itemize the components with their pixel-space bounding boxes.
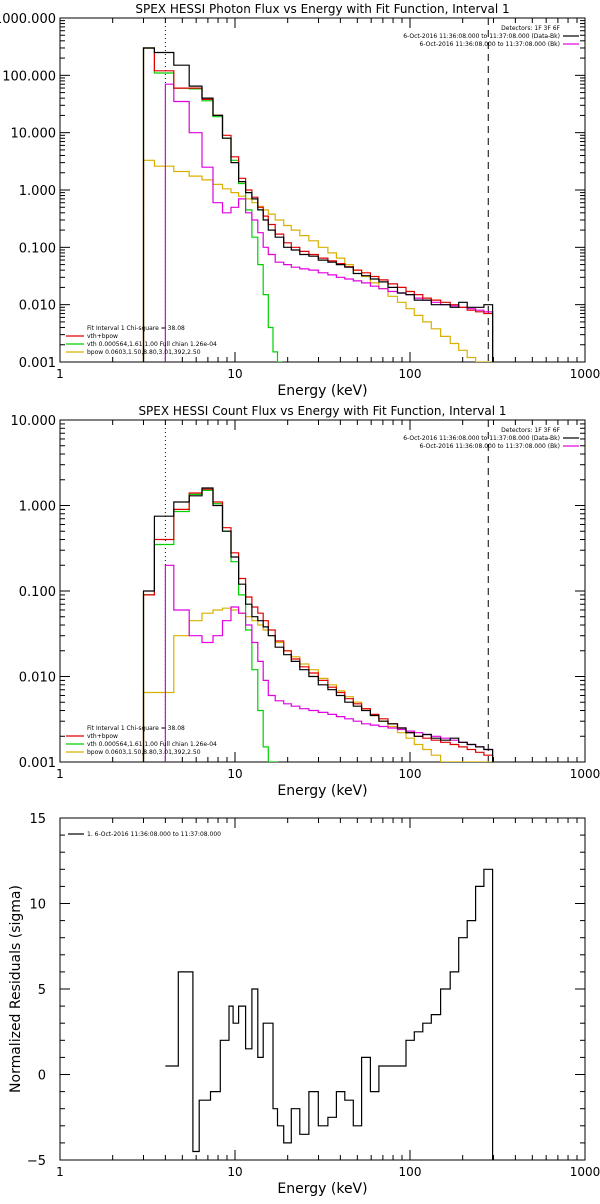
y-tick-label: 10.000 xyxy=(11,414,57,429)
series-total-line xyxy=(142,488,494,762)
x-tick-label: 1000 xyxy=(570,1165,600,1179)
x-axis-label: Energy (keV) xyxy=(277,783,367,799)
legend-bottom-left-entry: Fit Interval 1 Chi-square = 38.08 xyxy=(87,725,185,732)
plot-frame xyxy=(59,419,586,763)
x-tick-label: 100 xyxy=(399,367,422,381)
y-tick-label: 100.000 xyxy=(2,69,56,84)
series-data-line xyxy=(165,868,494,1160)
legend-bottom-left-entry: vth+bpow xyxy=(87,333,118,340)
legend-bottom-left-entry: vth 0.000564,1.61,1.00 Full chian 1.26e-… xyxy=(87,741,217,748)
series-bk-line xyxy=(164,564,494,762)
x-tick-label: 10 xyxy=(227,367,242,381)
series-bk-line xyxy=(164,83,494,362)
y-tick-label: 0.100 xyxy=(19,241,56,256)
y-tick-label: 1.000 xyxy=(19,184,56,199)
x-axis-label: Energy (keV) xyxy=(277,1181,367,1197)
y-axis-label: Normalized Residuals (sigma) xyxy=(8,885,24,1093)
y-tick-label: −5 xyxy=(27,1154,46,1169)
x-tick-label: 100 xyxy=(399,1165,422,1179)
x-tick-label: 1 xyxy=(56,1165,64,1179)
legend-bottom-left-entry: vth+bpow xyxy=(87,733,118,740)
legend-top-right-entry: 6-Oct-2016 11:36:08.000 to 11:37:08.000 … xyxy=(403,33,560,40)
x-tick-label: 1000 xyxy=(570,367,600,381)
y-tick-label: 0.001 xyxy=(19,356,56,371)
y-tick-label: 10 xyxy=(29,898,46,913)
y-tick-label: 10.000 xyxy=(11,127,57,142)
y-tick-label: 0.001 xyxy=(19,756,56,771)
legend-bottom-left-entry: vth 0.000564,1.61,1.00 Full chian 1.26e-… xyxy=(87,341,217,348)
y-tick-label: 5 xyxy=(38,983,46,998)
x-tick-label: 1 xyxy=(56,367,64,381)
x-tick-label: 1 xyxy=(56,767,64,781)
y-tick-label: 0.010 xyxy=(19,671,56,686)
series-vth-line xyxy=(142,489,279,762)
plot-frame xyxy=(59,817,586,1161)
x-tick-label: 10 xyxy=(227,767,242,781)
series-bpow-line xyxy=(142,607,494,762)
legend-bottom-left-entry: Fit Interval 1 Chi-square = 38.08 xyxy=(87,325,185,332)
series-data-line xyxy=(142,47,494,362)
series-total-line xyxy=(142,47,494,362)
legend-top-right-entry: 6-Oct-2016 11:36:08.000 to 11:37:08.000 … xyxy=(420,443,561,450)
plot-frame xyxy=(59,17,586,363)
legend-top-right-entry: Detectors: 1F 3F 6F xyxy=(501,25,560,32)
x-tick-label: 10 xyxy=(227,1165,242,1179)
x-tick-label: 1000 xyxy=(570,767,600,781)
legend-bottom-left-entry: bpow 0.0603,1.50,8.80,3.01,392,2.50 xyxy=(87,349,201,356)
y-tick-label: 0 xyxy=(38,1069,46,1084)
legend-top-right-entry: Detectors: 1F 3F 6F xyxy=(501,427,560,434)
x-tick-label: 100 xyxy=(399,767,422,781)
y-tick-label: 0.100 xyxy=(19,585,56,600)
y-tick-label: 15 xyxy=(29,812,46,827)
series-bpow-line xyxy=(142,159,494,362)
legend-bottom-left-entry: bpow 0.0603,1.50,8.80,3.01,392,2.50 xyxy=(87,749,201,756)
chart-title: SPEX HESSI Count Flux vs Energy with Fit… xyxy=(138,404,506,418)
y-tick-label: 0.010 xyxy=(19,299,56,314)
series-data-line xyxy=(142,487,494,762)
y-tick-label: 1.000 xyxy=(19,500,56,515)
chart-title: SPEX HESSI Photon Flux vs Energy with Fi… xyxy=(135,2,509,16)
legend-top-right-entry: 6-Oct-2016 11:36:08.000 to 11:37:08.000 … xyxy=(420,41,561,48)
legend-entry: 1. 6-Oct-2016 11:36:08.000 to 11:37:08.0… xyxy=(87,831,221,838)
legend-top-right-entry: 6-Oct-2016 11:36:08.000 to 11:37:08.000 … xyxy=(403,435,560,442)
y-tick-label: 1000.000 xyxy=(0,12,56,27)
x-axis-label: Energy (keV) xyxy=(277,383,367,399)
